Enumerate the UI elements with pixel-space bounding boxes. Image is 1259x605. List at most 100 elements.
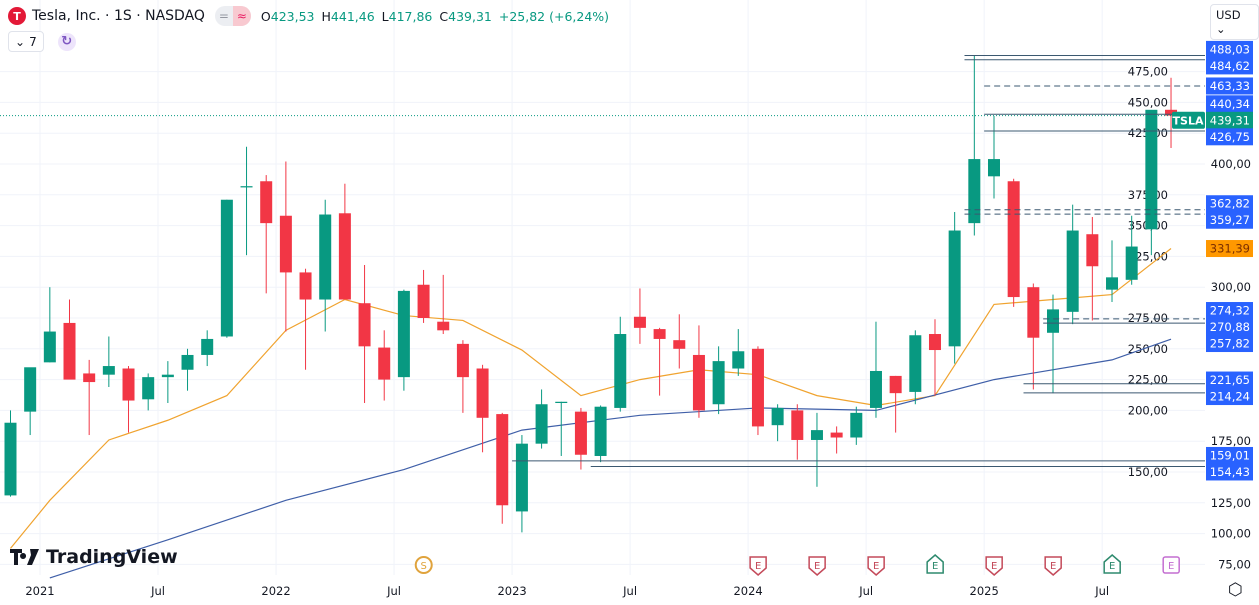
refresh-icon[interactable]: ↻ — [57, 32, 76, 51]
candle-body — [181, 354, 194, 370]
event-marker-label[interactable]: E — [1050, 561, 1056, 572]
candle-body — [319, 214, 332, 300]
candle-body — [1047, 309, 1060, 333]
candle-body — [161, 374, 174, 378]
currency-label: USD — [1216, 8, 1241, 22]
candle-body — [378, 347, 391, 380]
tradingview-logo[interactable]: TradingView — [10, 546, 178, 568]
event-marker-label[interactable]: E — [755, 561, 761, 572]
price-change: +25,82 (+6,24%) — [498, 8, 610, 24]
event-marker-label[interactable]: E — [873, 561, 879, 572]
x-tick-label: 2022 — [261, 584, 290, 598]
x-tick-label: Jul — [1094, 584, 1109, 598]
x-tick-label: 2023 — [497, 584, 526, 598]
moving-average-orange-line — [10, 248, 1172, 549]
chevron-down-icon: ⌄ — [15, 34, 26, 49]
candle-body — [142, 377, 155, 400]
symbol-title[interactable]: Tesla, Inc. · 1S · NASDAQ — [32, 8, 205, 24]
price-axis-label: 484,62 — [1210, 59, 1250, 73]
candle-body — [1145, 109, 1158, 230]
candle-body — [968, 159, 981, 224]
toggle-equal-icon[interactable]: = — [218, 9, 229, 23]
y-tick-label: 475,00 — [1128, 65, 1168, 79]
earnings-beat-icon — [926, 554, 944, 574]
x-tick-label: Jul — [150, 584, 165, 598]
candle-body — [279, 215, 292, 273]
candle-body — [673, 340, 686, 349]
candle-body — [1066, 230, 1079, 312]
y-tick-label: 75,00 — [1218, 557, 1251, 571]
earnings-miss-icon — [1044, 556, 1062, 576]
price-axis-label-bg — [1206, 446, 1253, 464]
price-axis-label: 463,33 — [1210, 79, 1250, 93]
event-marker-label[interactable]: E — [991, 561, 997, 572]
earnings-upcoming-icon — [1162, 556, 1180, 574]
price-axis-label-bg — [1206, 371, 1253, 389]
y-tick-label: 225,00 — [1128, 373, 1168, 387]
price-axis-label-bg — [1206, 335, 1253, 353]
candle-body — [889, 375, 902, 394]
price-axis-label: 359,27 — [1210, 213, 1250, 227]
y-tick-label: 300,00 — [1211, 280, 1251, 294]
y-tick-label: 400,00 — [1211, 157, 1251, 171]
candle-body — [24, 367, 37, 412]
price-axis-label-bg — [1206, 240, 1253, 258]
symbol-tag-bg — [1172, 111, 1205, 129]
price-axis-label-bg — [1206, 95, 1253, 113]
ohlc-open: O423,53 — [260, 8, 315, 24]
y-tick-label: 125,00 — [1211, 496, 1251, 510]
price-axis-label: 154,43 — [1210, 465, 1250, 479]
y-tick-label: 450,00 — [1128, 95, 1168, 109]
price-axis-label: 439,31 — [1210, 113, 1250, 127]
candle-body — [1086, 234, 1099, 267]
candle-body — [614, 334, 627, 408]
settings-gear-icon[interactable]: ⬡ — [1228, 580, 1243, 600]
event-marker-label[interactable]: E — [1168, 561, 1174, 572]
candle-body — [260, 181, 273, 224]
price-axis-label-bg — [1206, 195, 1253, 213]
price-axis-label: 440,34 — [1210, 97, 1250, 111]
candle-body — [928, 334, 941, 351]
candle-body — [358, 303, 371, 347]
chart-mode-toggle[interactable]: = ≈ — [214, 6, 251, 26]
event-marker-label[interactable]: S — [421, 561, 427, 572]
candle-body — [4, 422, 17, 496]
price-axis-label-bg — [1206, 57, 1253, 75]
price-axis-label: 331,39 — [1210, 242, 1250, 256]
y-tick-label: 325,00 — [1128, 249, 1168, 263]
price-axis-label: 274,32 — [1210, 304, 1250, 318]
candle-body — [220, 199, 233, 337]
candle-body — [830, 432, 843, 438]
currency-select[interactable]: USD ⌄ — [1210, 4, 1259, 40]
price-axis-label: 488,03 — [1210, 42, 1250, 56]
candle-body — [201, 338, 214, 355]
price-axis-label: 270,88 — [1210, 320, 1250, 334]
y-tick-label: 150,00 — [1128, 465, 1168, 479]
candle-body — [1165, 109, 1178, 116]
candle-body — [456, 343, 469, 378]
candle-body — [122, 368, 135, 401]
candle-body — [555, 401, 568, 404]
price-axis-label: 362,82 — [1210, 197, 1250, 211]
event-marker-label[interactable]: E — [1109, 561, 1115, 572]
price-axis-label-bg — [1206, 302, 1253, 320]
candle-body — [515, 443, 528, 512]
candle-body — [771, 407, 784, 426]
x-tick-label: 2024 — [733, 584, 762, 598]
price-axis-label: 214,24 — [1210, 390, 1250, 404]
event-marker-label[interactable]: E — [814, 561, 820, 572]
chevron-down-icon: ⌄ — [1216, 22, 1226, 36]
candle-body — [633, 316, 646, 328]
indicators-collapse-button[interactable]: ⌄ 7 — [8, 31, 44, 52]
ohlc-low: L417,86 — [381, 8, 433, 24]
event-marker-label[interactable]: E — [932, 561, 938, 572]
candle-body — [850, 412, 863, 438]
symbol-tag: TSLA — [1173, 114, 1204, 127]
toggle-approx-icon[interactable]: ≈ — [232, 6, 251, 26]
earnings-miss-icon — [749, 556, 767, 576]
price-axis-label-bg — [1206, 40, 1253, 58]
candle-body — [535, 404, 548, 444]
candle-body — [1027, 287, 1040, 338]
price-axis-label-bg — [1206, 211, 1253, 229]
